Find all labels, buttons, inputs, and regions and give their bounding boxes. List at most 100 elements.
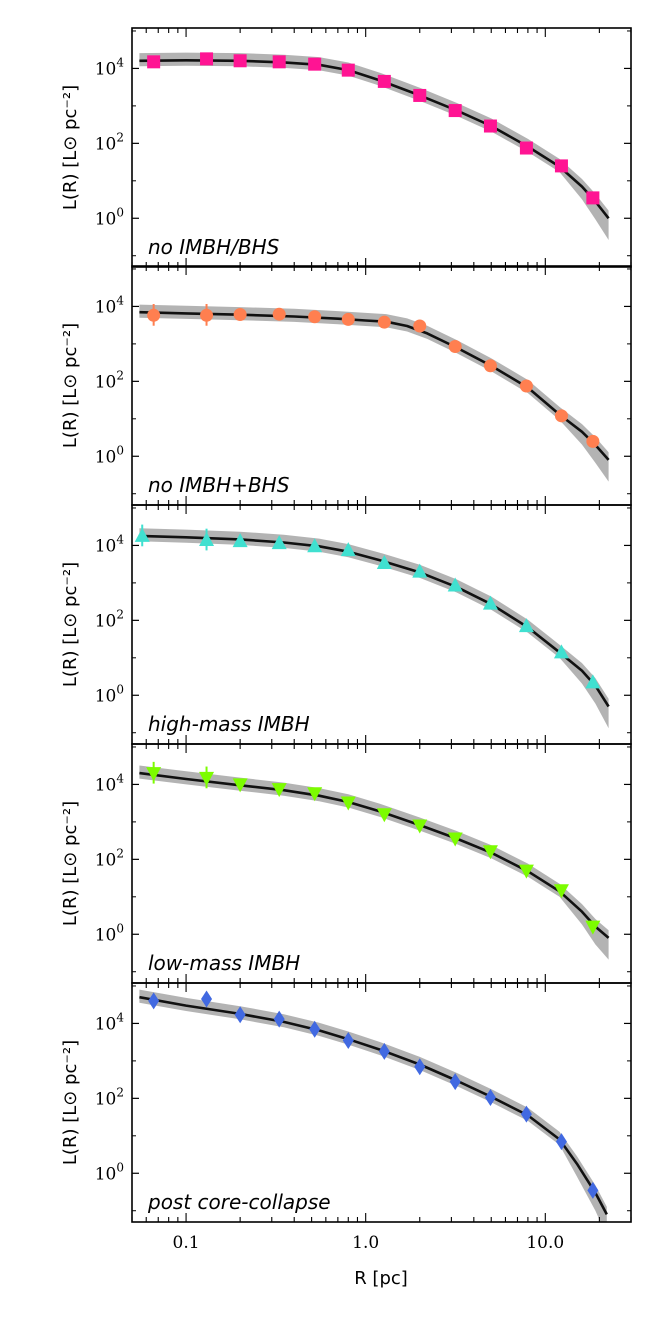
model-line: [139, 310, 610, 461]
y-tick-label-exponent: 2: [116, 368, 124, 382]
data-point: [147, 55, 161, 69]
data-point: [200, 52, 214, 66]
data-point: [585, 674, 601, 689]
y-tick-label-exponent: 2: [116, 130, 124, 144]
data-point: [342, 1032, 354, 1050]
data-point: [447, 577, 463, 592]
y-tick-label-base: 10: [95, 372, 117, 392]
data-point: [147, 308, 161, 322]
data-point: [554, 159, 568, 173]
data-point: [520, 1105, 532, 1123]
data-point: [376, 554, 392, 569]
model-uncertainty-band: [139, 989, 607, 1222]
y-tick-label-base: 10: [95, 297, 117, 317]
y-tick-label-exponent: 0: [116, 443, 124, 457]
plot-area: [139, 304, 610, 482]
panel-frame: [131, 982, 632, 1223]
y-tick-label-base: 10: [95, 209, 117, 229]
x-tick-label: 1.0: [352, 1233, 379, 1253]
data-point: [484, 1089, 496, 1107]
panel-frame: [131, 27, 632, 268]
panel-label: low-mass IMBH: [148, 951, 300, 975]
data-point: [234, 1006, 246, 1024]
y-axis-label: L(R) [L⊙ pc⁻²]: [60, 85, 81, 210]
y-tick-label-base: 10: [95, 536, 117, 556]
model-uncertainty-band: [139, 765, 609, 960]
data-point: [555, 1133, 567, 1151]
data-point: [519, 379, 533, 393]
y-tick-label: 102: [95, 846, 124, 870]
data-point: [233, 54, 247, 68]
y-tick-label: 100: [95, 1160, 124, 1184]
plot-area: [139, 761, 610, 960]
data-point: [340, 542, 356, 557]
y-tick-label: 100: [95, 921, 124, 945]
y-axis-label: L(R) [L⊙ pc⁻²]: [60, 801, 81, 926]
y-tick-label-exponent: 4: [116, 55, 124, 69]
panel-label: no IMBH/BHS: [148, 235, 280, 259]
y-tick-label-base: 10: [95, 447, 117, 467]
x-tick-label: 10.0: [526, 1233, 564, 1253]
y-tick-label: 102: [95, 1085, 124, 1109]
y-axis-label: L(R) [L⊙ pc⁻²]: [60, 1040, 81, 1165]
y-tick-label: 102: [95, 368, 124, 392]
y-tick-label: 100: [95, 443, 124, 467]
data-point: [553, 884, 569, 899]
y-tick-label-base: 10: [95, 59, 117, 79]
y-axis-label: L(R) [L⊙ pc⁻²]: [60, 323, 81, 448]
y-tick-label: 100: [95, 205, 124, 229]
panel-frame: [131, 265, 632, 506]
data-point: [376, 808, 392, 823]
x-tick-label: 0.1: [173, 1233, 200, 1253]
data-point: [341, 63, 355, 77]
y-tick-label-exponent: 0: [116, 205, 124, 219]
data-point: [377, 74, 391, 88]
model-line: [139, 995, 608, 1216]
data-point: [271, 535, 287, 550]
y-tick-label-exponent: 2: [116, 1085, 124, 1099]
data-point: [413, 319, 427, 333]
model-line: [139, 59, 610, 220]
data-point: [519, 141, 533, 155]
data-point: [272, 307, 286, 321]
model-uncertainty-band: [139, 52, 609, 240]
y-tick-label-exponent: 4: [116, 771, 124, 785]
y-tick-label-exponent: 0: [116, 921, 124, 935]
data-point: [448, 104, 462, 118]
y-tick-label-exponent: 4: [116, 1010, 124, 1024]
data-point: [518, 618, 534, 633]
data-point: [199, 531, 215, 546]
data-point: [554, 409, 568, 423]
y-tick-label-base: 10: [95, 1014, 117, 1034]
y-tick-label-exponent: 0: [116, 682, 124, 696]
data-point: [482, 845, 498, 860]
data-point: [146, 767, 162, 782]
y-tick-label: 104: [95, 771, 125, 795]
plot-area: [134, 524, 610, 729]
data-point: [378, 1042, 390, 1060]
data-point: [233, 307, 247, 321]
y-tick-label-base: 10: [95, 1089, 117, 1109]
data-point: [412, 819, 428, 834]
y-tick-label-base: 10: [95, 925, 117, 945]
y-tick-label-base: 10: [95, 134, 117, 154]
plot-area: [139, 989, 608, 1222]
y-tick-label-base: 10: [95, 686, 117, 706]
data-point: [518, 864, 534, 879]
data-point: [585, 920, 601, 935]
data-point: [308, 57, 322, 71]
panel-label: high-mass IMBH: [148, 712, 310, 736]
y-tick-label: 104: [95, 1010, 125, 1034]
data-point: [272, 55, 286, 69]
y-tick-label-exponent: 0: [116, 1160, 124, 1174]
data-point: [134, 527, 150, 542]
data-point: [341, 312, 355, 326]
data-point: [482, 595, 498, 610]
y-tick-label-exponent: 2: [116, 607, 124, 621]
